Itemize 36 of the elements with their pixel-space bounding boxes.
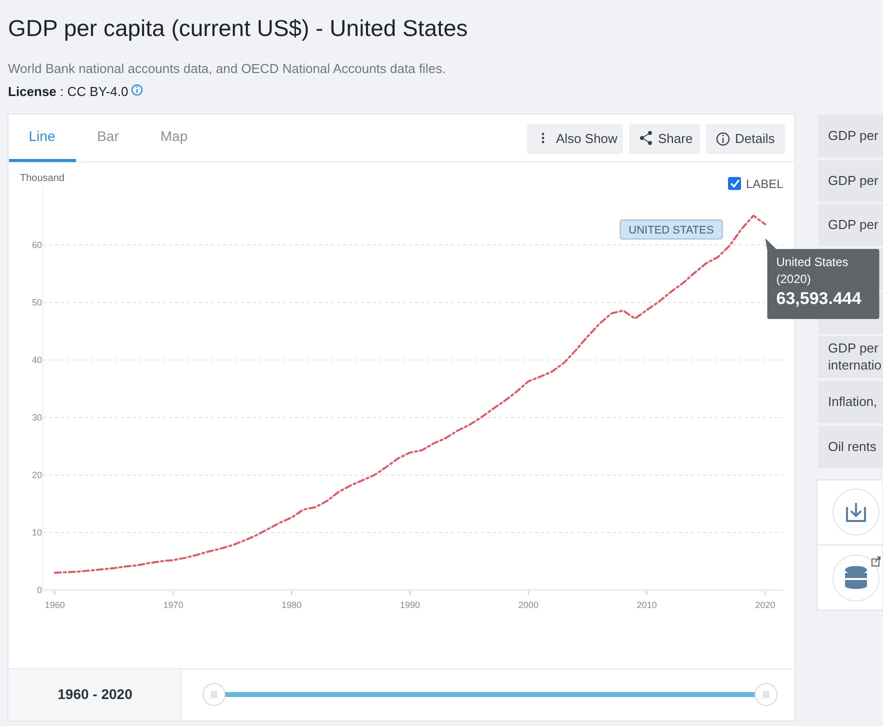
text: GDP per bbox=[828, 173, 880, 188]
x-tick-label: 1990 bbox=[400, 600, 420, 610]
text: License : CC BY-4.0 bbox=[8, 84, 128, 99]
text: GDP per bbox=[828, 217, 880, 232]
text: Share bbox=[658, 131, 693, 146]
text: Line bbox=[28, 128, 56, 144]
y-axis-title: Thousand bbox=[20, 173, 64, 184]
text: Bar bbox=[97, 128, 120, 144]
series-label: UNITED STATES bbox=[628, 224, 714, 236]
y-tick-label: 30 bbox=[32, 412, 42, 422]
annotation: United States (2020) 63,593.444 bbox=[776, 255, 862, 308]
text: 1960 - 2020 bbox=[58, 686, 133, 702]
x-tick-label: 2020 bbox=[755, 600, 776, 610]
text: Also Show bbox=[556, 131, 618, 146]
x-tick-label: 1970 bbox=[163, 600, 184, 610]
y-tick-label: 10 bbox=[32, 528, 42, 538]
line-series bbox=[54, 214, 766, 574]
text: Inflation, bbox=[828, 394, 878, 409]
text: Oil rents bbox=[828, 439, 877, 454]
y-tick-label: 50 bbox=[32, 298, 42, 308]
y-tick-label: 0 bbox=[36, 585, 42, 595]
x-tick-label: 2010 bbox=[636, 600, 657, 610]
y-tick-label: 20 bbox=[32, 470, 42, 480]
x-tick-label: 2000 bbox=[518, 600, 538, 610]
text: GDP per internatio bbox=[828, 340, 882, 372]
text: Details bbox=[735, 131, 776, 146]
annotation: LABEL bbox=[746, 177, 784, 191]
y-tick-label: 60 bbox=[32, 240, 42, 250]
x-tick-label: 1960 bbox=[44, 600, 65, 610]
tooltip: United States (2020) 63,593.444 bbox=[765, 238, 880, 319]
chart-subtitle: World Bank national accounts data, and OECD National Accounts data files. bbox=[8, 61, 446, 76]
text: Map bbox=[160, 128, 188, 144]
text: GDP per bbox=[828, 128, 880, 143]
y-tick-label: 40 bbox=[32, 355, 42, 365]
chart-title: GDP per capita (current US$) - United States bbox=[8, 15, 468, 41]
x-tick-label: 1980 bbox=[282, 600, 302, 610]
